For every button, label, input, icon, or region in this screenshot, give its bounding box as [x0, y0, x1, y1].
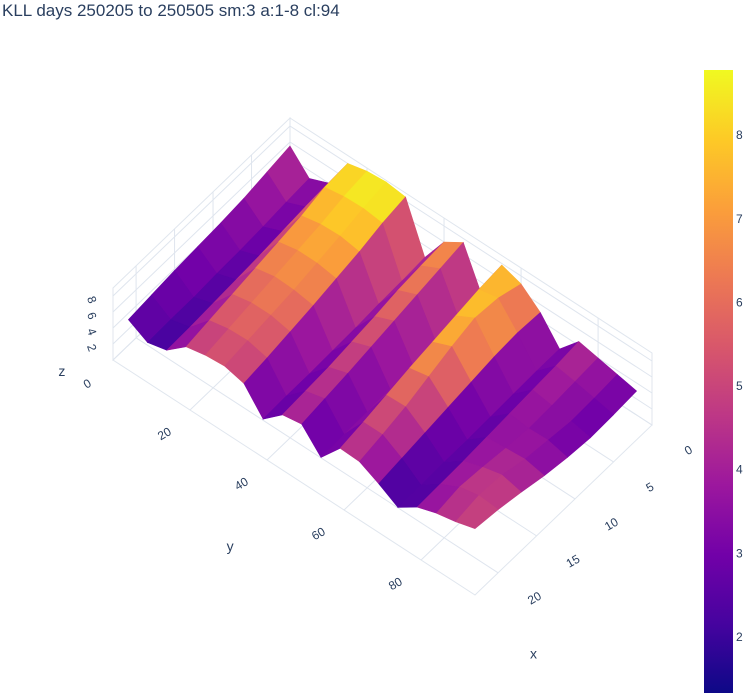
z-tick-label: 4 [84, 326, 100, 337]
scene: 0 5 10 15 20 0 20 40 60 80 2 4 6 8 x y z [58, 116, 695, 661]
y-tick-label: 0 [81, 376, 94, 392]
x-tick-label: 0 [682, 442, 695, 458]
axis-label: x [530, 645, 537, 661]
colorbar-ticks: 2 3 4 5 6 7 8 [736, 128, 743, 644]
y-tick-label: 40 [232, 474, 251, 493]
chart-title: KLL days 250205 to 250505 sm:3 a:1-8 cl:… [2, 1, 340, 20]
colorbar-tick-label: 5 [736, 379, 743, 393]
axis-label: y [227, 538, 234, 554]
z-tick-label: 8 [84, 294, 100, 305]
surface-cell [455, 495, 499, 529]
colorbar-tick-label: 8 [736, 128, 743, 142]
grid-line [112, 141, 291, 313]
colorbar-tick-label: 7 [736, 212, 743, 226]
x-tick-label: 10 [602, 515, 621, 534]
y-tick-label: 80 [386, 574, 405, 593]
x-tick-label: 20 [525, 589, 544, 608]
y-tick-label: 60 [309, 524, 328, 543]
colorbar [704, 70, 733, 693]
colorbar-tick-label: 4 [736, 463, 743, 477]
z-tick-label: 6 [84, 310, 100, 321]
grid-line [112, 125, 291, 297]
grid-line [135, 337, 499, 574]
colorbar-tick-label: 6 [736, 295, 743, 309]
z-tick-label: 2 [84, 342, 100, 353]
colorbar-tick-label: 3 [736, 546, 743, 560]
x-tick-label: 5 [644, 479, 657, 495]
y-tick-label: 20 [155, 424, 174, 443]
axis-label: z [58, 363, 65, 379]
colorbar-tick-label: 2 [736, 630, 743, 644]
x-tick-label: 15 [564, 552, 583, 571]
